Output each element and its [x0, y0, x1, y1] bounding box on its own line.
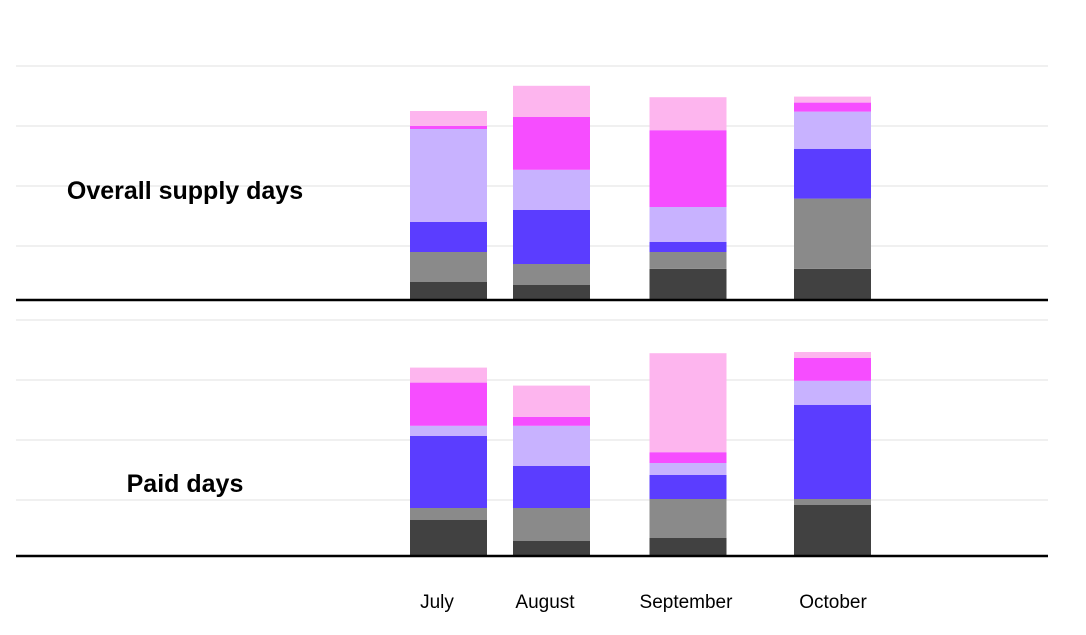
paid-bar-july-blue-segment: [410, 436, 487, 508]
paid-bar-october-pink-segment: [794, 352, 871, 358]
paid-bar-july-pink-segment: [410, 367, 487, 383]
overall-supply-bar-september-blue-segment: [649, 241, 727, 252]
x-tick-label-august: August: [515, 592, 575, 613]
paid-bar-august-dark-gray-segment: [513, 541, 590, 556]
paid-panel: [16, 319, 1048, 558]
overall-supply-bar-august-pink-segment: [513, 85, 590, 117]
overall-supply-bar-august-gray-segment: [513, 264, 590, 285]
paid-bar-august-magenta-segment: [513, 416, 590, 426]
paid-bar-august-gray-segment: [513, 508, 590, 541]
overall-supply-bar-october-magenta-segment: [794, 102, 871, 112]
overall-supply-bar-august-lavender-segment: [513, 169, 590, 210]
overall-supply-bar-august-blue-segment: [513, 210, 590, 264]
paid-bar-october-magenta-segment: [794, 358, 871, 381]
overall-supply-bar-september-lavender-segment: [649, 207, 727, 242]
paid-bar-july-dark-gray-segment: [410, 520, 487, 556]
paid-bar-july-lavender-segment: [410, 425, 487, 436]
overall-supply-bar-october-gray-segment: [794, 198, 871, 269]
paid-bar-july-gray-segment: [410, 508, 487, 520]
overall-supply-bar-august-dark-gray-segment: [513, 285, 590, 300]
paid-bar-july-magenta-segment: [410, 382, 487, 426]
overall-supply-bar-september-pink-segment: [649, 97, 727, 131]
paid-bar-august-blue-segment: [513, 466, 590, 508]
x-tick-label-july: July: [420, 592, 454, 613]
paid-bar-august-lavender-segment: [513, 425, 590, 466]
overall-supply-bar-july-pink-segment: [410, 111, 487, 126]
overall-supply-bar-october-pink-segment: [794, 96, 871, 103]
panel-label-paid-days: Paid days: [127, 470, 244, 498]
paid-bar-october-dark-gray-segment: [794, 505, 871, 556]
paid-bar-august-pink-segment: [513, 385, 590, 417]
paid-bar-september-gray-segment: [649, 499, 727, 538]
panel-label-overall-supply-days: Overall supply days: [67, 177, 303, 205]
overall-supply-bar-july-dark-gray-segment: [410, 282, 487, 300]
overall-supply-bar-october-dark-gray-segment: [794, 268, 871, 300]
overall-supply-bar-october-blue-segment: [794, 148, 871, 199]
overall-supply-bar-july-magenta-segment: [410, 126, 487, 129]
overall-supply-bar-july-lavender-segment: [410, 129, 487, 222]
x-tick-label-september: September: [640, 592, 734, 613]
overall-supply-bar-august-magenta-segment: [513, 117, 590, 170]
overall-supply-bar-september-dark-gray-segment: [649, 268, 727, 300]
paid-bar-september-lavender-segment: [649, 463, 727, 475]
overall-supply-panel: [16, 65, 1048, 302]
overall-supply-bar-september-magenta-segment: [649, 130, 727, 207]
paid-bar-october-gray-segment: [794, 499, 871, 505]
x-tick-label-october: October: [799, 592, 867, 613]
paid-bar-october-lavender-segment: [794, 380, 871, 405]
paid-bar-september-magenta-segment: [649, 452, 727, 463]
overall-supply-bar-july-blue-segment: [410, 222, 487, 252]
paid-bar-september-dark-gray-segment: [649, 538, 727, 556]
overall-supply-bar-july-gray-segment: [410, 252, 487, 282]
paid-bar-september-pink-segment: [649, 353, 727, 453]
paid-bar-october-blue-segment: [794, 404, 871, 499]
overall-supply-bar-october-lavender-segment: [794, 111, 871, 149]
overall-supply-bar-september-gray-segment: [649, 252, 727, 269]
paid-bar-september-blue-segment: [649, 475, 727, 499]
